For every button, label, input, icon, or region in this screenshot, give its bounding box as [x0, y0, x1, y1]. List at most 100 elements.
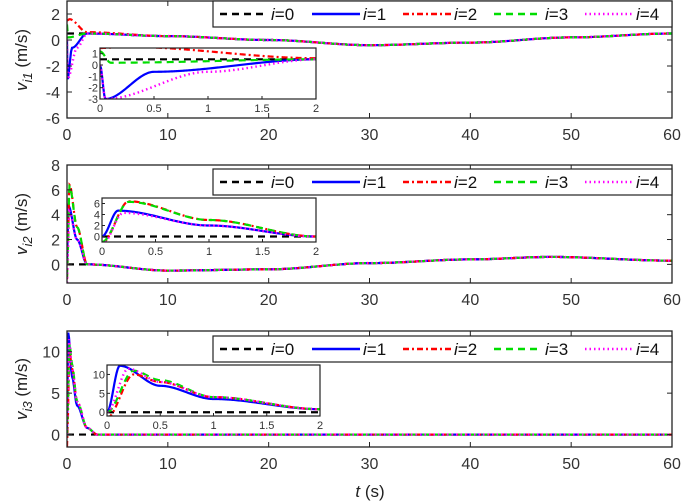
inset-y-tick: -3 [88, 94, 98, 106]
y-tick-label: 6 [51, 183, 60, 200]
legend-entry-3: i=3 [545, 340, 568, 359]
x-tick-label: 50 [562, 127, 580, 144]
x-tick-label: 0 [63, 127, 72, 144]
legend-entry-3: i=3 [545, 173, 568, 192]
legend-entry-3: i=3 [545, 5, 568, 24]
inset-x-tick: 1 [206, 246, 212, 258]
inset-y-tick: 10 [93, 369, 105, 381]
legend-entry-1: i=1 [363, 173, 386, 192]
x-tick-label: 30 [361, 292, 379, 309]
inset-x-tick: 0.5 [146, 103, 161, 115]
y-tick-label: 0 [51, 33, 60, 50]
x-tick-label: 60 [663, 456, 681, 473]
inset-x-tick: 1 [210, 420, 216, 432]
series-i-3 [67, 343, 672, 436]
inset-zoom: 0 0.5 1 1.5 2 0 5 10 [93, 364, 323, 432]
inset-y-tick: -2 [88, 83, 98, 95]
inset-x-tick: 0.5 [153, 420, 168, 432]
x-tick-label: 20 [260, 456, 278, 473]
y-tick-label: 0 [51, 428, 60, 445]
inset-x-tick: 0 [99, 246, 105, 258]
inset-x-tick: 0 [104, 420, 110, 432]
inset-y-tick: 0 [99, 407, 105, 419]
legend: i=0 i=1 i=2 i=3 i=4 [212, 168, 673, 196]
y-tick-label: 2 [51, 233, 60, 250]
inset-y-tick: -1 [88, 71, 98, 83]
legend-entry-4: i=4 [636, 5, 659, 24]
inset-x-tick: 2 [317, 420, 323, 432]
legend-entry-1: i=1 [363, 5, 386, 24]
x-tick-label: 30 [361, 127, 379, 144]
inset-x-tick: 1.5 [259, 420, 274, 432]
x-tick-label: 0 [63, 292, 72, 309]
y-axis-label: vi2 (m/s) [12, 193, 35, 255]
inset-zoom: 0 0.5 1 1.5 2-3-2-101 [88, 47, 319, 115]
legend-entry-0: i=0 [271, 173, 294, 192]
plot-lines [67, 18, 672, 81]
x-tick-label: 20 [260, 292, 278, 309]
inset-x-tick: 1.5 [254, 103, 269, 115]
x-tick-label: 30 [361, 456, 379, 473]
x-tick-label: 50 [562, 292, 580, 309]
inset-series [100, 50, 316, 64]
y-tick-label: -2 [46, 59, 60, 76]
x-axis-label: t (s) [355, 482, 384, 501]
x-tick-label: 0 [63, 456, 72, 473]
x-tick-label: 10 [159, 292, 177, 309]
inset-y-tick: 4 [94, 210, 100, 222]
legend-entry-1: i=1 [363, 340, 386, 359]
inset-series [102, 200, 316, 242]
inset-y-tick: 2 [94, 221, 100, 233]
legend-entry-0: i=0 [271, 5, 294, 24]
inset-x-tick: 0 [97, 103, 103, 115]
legend-entry-2: i=2 [454, 340, 477, 359]
inset-y-tick: 1 [92, 49, 98, 61]
inset-series [100, 58, 316, 99]
inset-series [100, 48, 316, 60]
y-tick-label: 8 [51, 158, 60, 175]
legend: i=0 i=1 i=2 i=3 i=4 [212, 335, 673, 363]
inset-series [107, 367, 320, 414]
legend-entry-2: i=2 [454, 173, 477, 192]
plot-lines [67, 182, 672, 283]
legend-entry-0: i=0 [271, 340, 294, 359]
x-tick-label: 20 [260, 127, 278, 144]
y-axis-label: vi1 (m/s) [12, 29, 35, 91]
inset-y-tick: 0 [92, 60, 98, 72]
x-tick-label: 40 [461, 456, 479, 473]
inset-x-tick: 1 [205, 103, 211, 115]
y-tick-label: 5 [51, 386, 60, 403]
x-tick-label: 40 [461, 292, 479, 309]
inset-x-tick: 0.5 [148, 246, 163, 258]
x-tick-label: 60 [663, 127, 681, 144]
inset-x-tick: 2 [313, 103, 319, 115]
inset-y-tick: 6 [94, 199, 100, 211]
legend-entry-4: i=4 [636, 173, 659, 192]
legend: i=0 i=1 i=2 i=3 i=4 [212, 0, 673, 28]
y-tick-label: -6 [46, 111, 60, 128]
inset-x-tick: 1.5 [255, 246, 270, 258]
inset-y-tick: 5 [99, 388, 105, 400]
y-tick-label: 0 [51, 257, 60, 274]
x-tick-label: 10 [159, 127, 177, 144]
y-tick-label: 10 [42, 345, 60, 362]
legend-entry-2: i=2 [454, 5, 477, 24]
x-tick-label: 40 [461, 127, 479, 144]
inset-series [104, 211, 316, 242]
x-tick-label: 60 [663, 292, 681, 309]
x-tick-label: 50 [562, 456, 580, 473]
y-axis-label: vi3 (m/s) [12, 358, 35, 420]
series-i-3 [67, 24, 672, 47]
y-tick-label: -4 [46, 85, 60, 102]
y-tick-label: 2 [51, 7, 60, 24]
plot-lines [67, 332, 672, 447]
y-tick-label: 4 [51, 208, 60, 225]
inset-y-tick: 0 [94, 232, 100, 244]
x-tick-label: 10 [159, 456, 177, 473]
series-i-2 [67, 182, 672, 280]
